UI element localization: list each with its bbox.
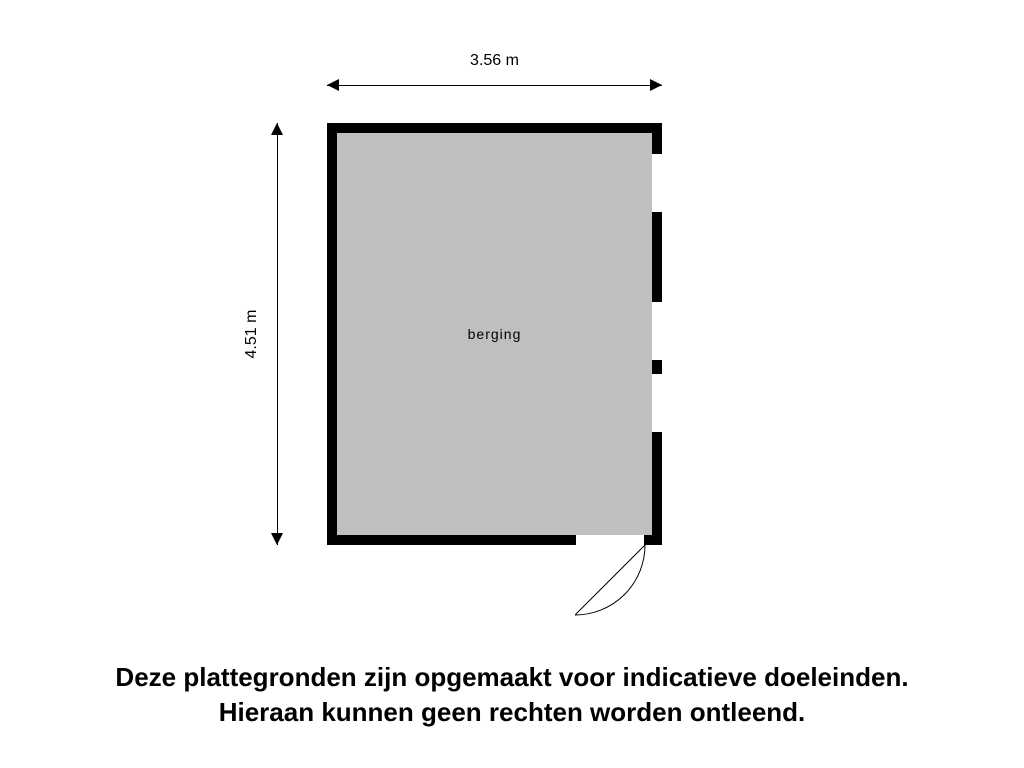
- door-swing-icon: [575, 545, 649, 619]
- wall-top: [327, 123, 662, 133]
- dimension-width-label: 3.56 m: [470, 52, 519, 70]
- disclaimer-text: Deze plattegronden zijn opgemaakt voor i…: [0, 660, 1024, 730]
- dimension-vertical: 4.51 m: [262, 123, 292, 545]
- arrow-down-icon: [271, 533, 283, 545]
- door-opening: [575, 535, 645, 545]
- disclaimer-line1: Deze plattegronden zijn opgemaakt voor i…: [0, 660, 1024, 695]
- dimension-height-label: 4.51 m: [243, 310, 261, 359]
- arrow-right-icon: [650, 79, 662, 91]
- floorplan-canvas: 3.56 m 4.51 m berging Deze plattegronden…: [0, 0, 1024, 768]
- wall-left: [327, 123, 337, 545]
- disclaimer-line2: Hieraan kunnen geen rechten worden ontle…: [0, 695, 1024, 730]
- room-berging: berging: [327, 123, 662, 545]
- window-opening: [652, 373, 662, 433]
- dimension-line: [277, 123, 278, 545]
- dimension-horizontal: 3.56 m: [327, 70, 662, 100]
- arrow-left-icon: [327, 79, 339, 91]
- dimension-line: [327, 85, 662, 86]
- room-label: berging: [468, 326, 522, 342]
- arrow-up-icon: [271, 123, 283, 135]
- window-opening: [652, 153, 662, 213]
- window-opening: [652, 301, 662, 361]
